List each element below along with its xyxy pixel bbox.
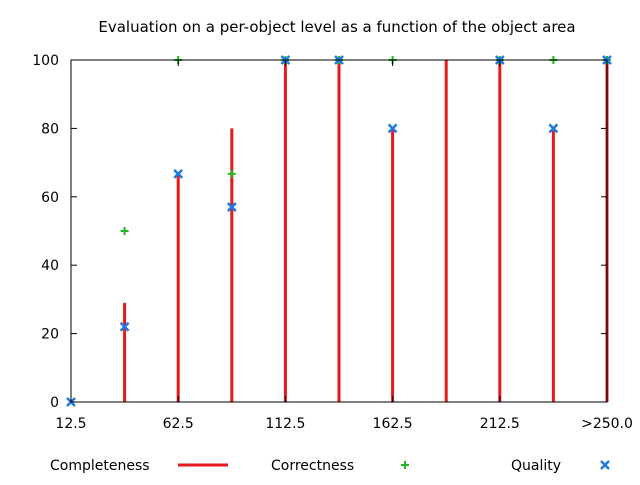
x-tick-label: 212.5 <box>480 416 520 432</box>
legend-label-quality: Quality <box>511 458 561 474</box>
quality-point-b <box>387 123 398 134</box>
legend: Completeness Correctness Quality <box>50 458 610 474</box>
x-tick-label: >250.0 <box>581 416 633 432</box>
y-tick-label: 40 <box>41 258 59 274</box>
legend-swatch-correctness <box>401 461 409 469</box>
correctness-point <box>227 169 236 178</box>
legend-swatch-quality <box>600 460 610 470</box>
legend-swatch-quality-b <box>600 460 610 470</box>
x-tick-label: 162.5 <box>373 416 413 432</box>
quality-point <box>173 169 184 179</box>
legend-label-correctness: Correctness <box>271 458 354 474</box>
quality-point <box>548 123 559 134</box>
x-tick-label: 112.5 <box>265 416 305 432</box>
correctness-point <box>120 227 129 235</box>
plot-area <box>66 55 612 407</box>
quality-point <box>387 123 398 134</box>
axes: 0 20 40 60 80 100 12.5 62.5 112.5 162.5 212.5 >250.… <box>32 53 633 432</box>
quality-point <box>226 202 237 212</box>
legend-label-completeness: Completeness <box>50 458 150 474</box>
x-tick-label: 12.5 <box>55 416 86 432</box>
quality-point-b <box>226 202 237 212</box>
quality-point-b <box>548 123 559 134</box>
chart-title: Evaluation on a per-object level as a fu… <box>98 18 575 36</box>
quality-point-b <box>173 169 184 179</box>
y-tick-label: 0 <box>50 395 59 411</box>
y-tick-label: 80 <box>41 121 59 137</box>
plot-frame <box>70 59 608 403</box>
quality-point-b <box>119 321 130 332</box>
y-tick-label: 60 <box>41 190 59 206</box>
y-tick-label: 20 <box>41 327 59 343</box>
y-tick-label: 100 <box>32 53 59 69</box>
x-tick-label: 62.5 <box>163 416 194 432</box>
quality-point <box>119 321 130 332</box>
